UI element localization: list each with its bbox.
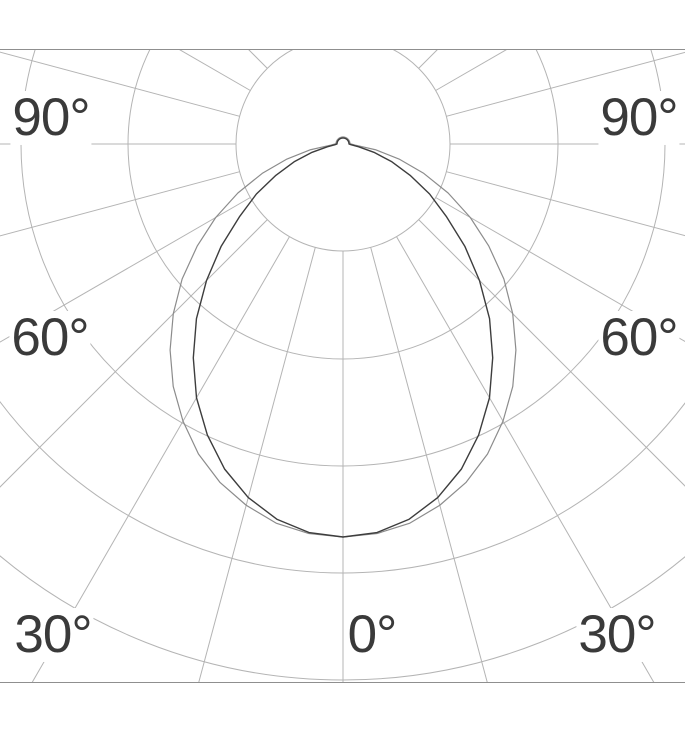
angle-label-left-30: 30° bbox=[12, 604, 94, 664]
angle-label-right-90: 90° bbox=[598, 87, 680, 147]
intensity-curves bbox=[169, 136, 517, 538]
frame-lines bbox=[0, 49, 685, 683]
angle-label-left-60: 60° bbox=[9, 307, 91, 367]
angle-label-left-90: 90° bbox=[10, 87, 92, 147]
angle-label-right-30: 30° bbox=[576, 604, 658, 664]
narrow-beam-curve bbox=[192, 137, 494, 538]
angle-label-center-0: 0° bbox=[345, 604, 399, 664]
angle-label-right-60: 60° bbox=[598, 307, 680, 367]
